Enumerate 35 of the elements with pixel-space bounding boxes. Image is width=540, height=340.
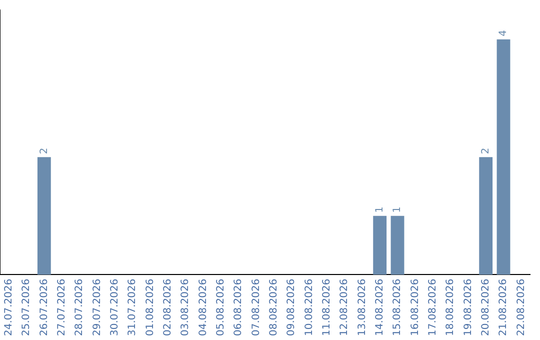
x-tick-label: 21.08.2026 [498, 278, 510, 336]
x-tick-label: 18.08.2026 [445, 278, 456, 336]
x-tick-label: 17.08.2026 [427, 278, 438, 336]
x-tick-label: 07.08.2026 [250, 278, 262, 336]
x-tick-label: 09.08.2026 [286, 278, 298, 336]
x-tick-label: 24.07.2026 [3, 278, 14, 336]
data-label: 1 [374, 206, 386, 213]
x-tick-label: 14.08.2026 [374, 278, 386, 336]
x-tick-label: 15.08.2026 [392, 278, 404, 336]
data-label: 4 [498, 30, 510, 36]
x-tick-label: 08.08.2026 [268, 278, 280, 336]
x-tick-label: 28.07.2026 [74, 278, 86, 336]
x-tick-label: 13.08.2026 [356, 278, 368, 336]
x-tick-label: 27.07.2026 [56, 278, 68, 336]
x-tick-label: 31.07.2026 [127, 278, 138, 336]
x-tick-label: 30.07.2026 [109, 278, 120, 336]
x-tick-label: 03.08.2026 [180, 278, 192, 336]
x-tick-label: 01.08.2026 [144, 278, 156, 336]
x-tick-label: 20.08.2026 [480, 278, 492, 336]
x-tick-label: 25.07.2026 [21, 278, 32, 336]
x-tick-label: 29.07.2026 [92, 278, 103, 336]
data-label: 1 [392, 206, 404, 213]
data-label: 2 [480, 148, 492, 154]
x-tick-label: 22.08.2026 [516, 278, 527, 336]
data-label: 2 [38, 148, 50, 154]
x-tick-label: 04.08.2026 [198, 278, 209, 336]
x-tick-label: 10.08.2026 [304, 278, 315, 336]
x-tick-label: 19.08.2026 [462, 278, 474, 336]
x-tick-label: 05.08.2026 [215, 278, 226, 336]
x-tick-label: 06.08.2026 [233, 278, 244, 336]
x-tick-label: 11.08.2026 [321, 278, 332, 336]
x-tick-label: 26.07.2026 [38, 278, 50, 336]
x-tick-label: 16.08.2026 [410, 278, 421, 336]
x-tick-label: 02.08.2026 [162, 278, 174, 336]
x-tick-label: 12.08.2026 [339, 278, 350, 336]
